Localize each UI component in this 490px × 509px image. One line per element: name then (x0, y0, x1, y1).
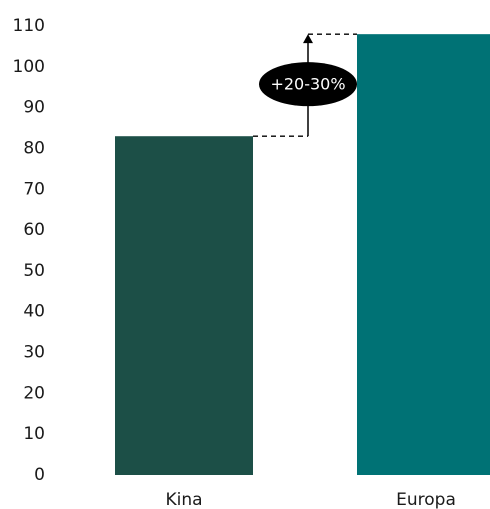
annotation-text: +20-30% (270, 75, 345, 94)
y-tick-label: 20 (23, 383, 45, 403)
y-tick-label: 80 (23, 138, 45, 158)
bars (115, 34, 490, 475)
y-tick-label: 60 (23, 220, 45, 240)
x-category-label: Kina (165, 490, 202, 509)
y-tick-label: 50 (23, 261, 45, 281)
x-category-label: Europa (396, 490, 456, 509)
y-tick-label: 10 (23, 424, 45, 444)
y-tick-label: 40 (23, 302, 45, 322)
bar-kina (115, 136, 253, 475)
y-tick-label: 110 (13, 16, 45, 36)
annotation-badge (259, 62, 357, 107)
increase-annotation: +20-30% (253, 33, 357, 137)
y-tick-label: 70 (23, 179, 45, 199)
x-axis-category-labels: Kina Europa (165, 490, 455, 509)
y-tick-label: 0 (34, 465, 45, 485)
y-tick-label: 90 (23, 98, 45, 118)
y-tick-label: 30 (23, 343, 45, 363)
y-axis-tick-labels: 0 10 20 30 40 50 60 70 80 90 100 110 (13, 16, 45, 485)
y-tick-label: 100 (13, 57, 45, 77)
annotation-arrow-head (303, 34, 313, 44)
bar-europa (357, 34, 490, 475)
